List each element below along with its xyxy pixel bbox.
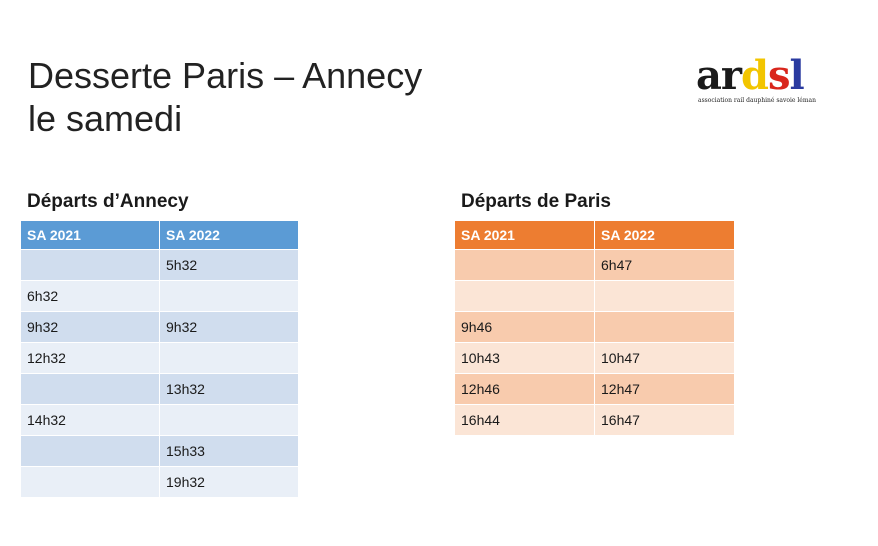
table-row: 19h32	[20, 466, 299, 498]
cell-sa-2021	[20, 466, 160, 498]
logo-letter: r	[720, 52, 742, 99]
annecy-departures-heading: Départs d’Annecy	[27, 191, 189, 212]
cell-sa-2022: 5h32	[159, 249, 299, 281]
cell-sa-2021: 10h43	[454, 342, 595, 374]
table-row: 10h43 10h47	[454, 342, 735, 374]
column-header-sa-2021: SA 2021	[20, 220, 160, 250]
cell-sa-2022	[594, 311, 735, 343]
column-header-sa-2021: SA 2021	[454, 220, 595, 250]
annecy-departures-table: SA 2021 SA 2022 5h32 6h32 9h32 9h32 12h32 13h…	[20, 220, 299, 498]
cell-sa-2021	[454, 280, 595, 312]
column-header-sa-2022: SA 2022	[594, 220, 735, 250]
logo-letter: a	[696, 52, 722, 99]
cell-sa-2022	[159, 342, 299, 374]
table-row: 13h32	[20, 373, 299, 405]
cell-sa-2022	[594, 280, 735, 312]
table-header-row: SA 2021 SA 2022	[454, 220, 735, 250]
logo-wordmark: ardsl	[696, 56, 836, 96]
logo-letter: d	[741, 52, 769, 99]
cell-sa-2021	[454, 249, 595, 281]
cell-sa-2022	[159, 404, 299, 436]
table-row: 6h32	[20, 280, 299, 312]
table-row: 14h32	[20, 404, 299, 436]
cell-sa-2021: 12h32	[20, 342, 160, 374]
cell-sa-2022: 13h32	[159, 373, 299, 405]
table-row: 12h46 12h47	[454, 373, 735, 405]
table-row	[454, 280, 735, 312]
table-row: 12h32	[20, 342, 299, 374]
cell-sa-2022: 6h47	[594, 249, 735, 281]
table-row: 9h46	[454, 311, 735, 343]
cell-sa-2021: 16h44	[454, 404, 595, 436]
cell-sa-2021	[20, 373, 160, 405]
slide-title-line-1: Desserte Paris – Annecy	[28, 55, 423, 96]
cell-sa-2021	[20, 249, 160, 281]
column-header-sa-2022: SA 2022	[159, 220, 299, 250]
ardsl-logo: ardsl association rail dauphiné savoie l…	[696, 56, 836, 112]
cell-sa-2022: 10h47	[594, 342, 735, 374]
cell-sa-2021: 14h32	[20, 404, 160, 436]
slide-title: Desserte Paris – Annecy le samedi	[28, 54, 422, 140]
table-row: 9h32 9h32	[20, 311, 299, 343]
table-row: 6h47	[454, 249, 735, 281]
cell-sa-2021	[20, 435, 160, 467]
logo-letter: s	[767, 52, 791, 99]
cell-sa-2022: 9h32	[159, 311, 299, 343]
table-row: 16h44 16h47	[454, 404, 735, 436]
cell-sa-2021: 9h32	[20, 311, 160, 343]
cell-sa-2022: 19h32	[159, 466, 299, 498]
cell-sa-2021: 12h46	[454, 373, 595, 405]
cell-sa-2021: 6h32	[20, 280, 160, 312]
cell-sa-2022	[159, 280, 299, 312]
cell-sa-2022: 16h47	[594, 404, 735, 436]
paris-departures-table: SA 2021 SA 2022 6h47 9h46 10h43 10h47 12h46 1…	[454, 220, 735, 436]
paris-departures-heading: Départs de Paris	[461, 191, 611, 212]
slide-title-line-2: le samedi	[28, 98, 183, 139]
cell-sa-2022: 12h47	[594, 373, 735, 405]
cell-sa-2022: 15h33	[159, 435, 299, 467]
logo-tagline: association rail dauphiné savoie léman	[698, 97, 816, 104]
table-row: 5h32	[20, 249, 299, 281]
logo-letter: l	[789, 52, 805, 99]
cell-sa-2021: 9h46	[454, 311, 595, 343]
table-row: 15h33	[20, 435, 299, 467]
table-header-row: SA 2021 SA 2022	[20, 220, 299, 250]
